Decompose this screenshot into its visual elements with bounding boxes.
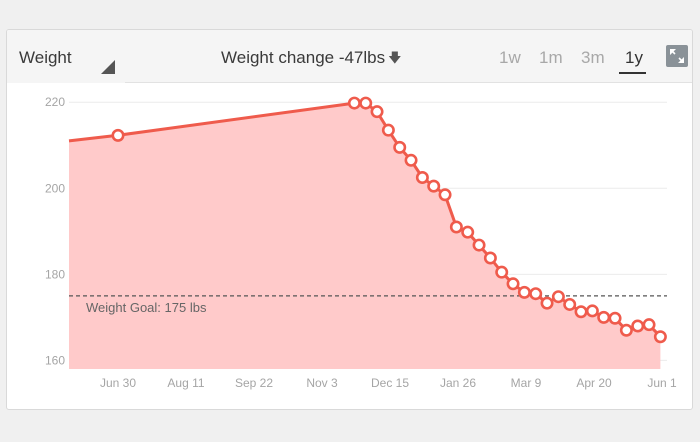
x-tick-label: Jan 26 bbox=[440, 376, 476, 390]
expand-icon bbox=[670, 49, 684, 63]
y-tick-label: 200 bbox=[45, 181, 65, 195]
x-tick-label: Jun 30 bbox=[100, 376, 136, 390]
range-tab-3m[interactable]: 3m bbox=[581, 48, 605, 67]
goal-label: Weight Goal: 175 lbs bbox=[86, 300, 207, 315]
data-point bbox=[563, 297, 577, 311]
data-point bbox=[370, 105, 384, 119]
data-point bbox=[585, 304, 599, 318]
data-point bbox=[608, 311, 622, 325]
data-point bbox=[495, 265, 509, 279]
data-point bbox=[619, 323, 633, 337]
weight-change-label: Weight change -47lbs bbox=[221, 48, 386, 67]
y-tick-label: 180 bbox=[45, 267, 65, 281]
data-point bbox=[381, 123, 395, 137]
metric-dropdown[interactable]: Weight bbox=[7, 30, 125, 83]
series-area bbox=[69, 103, 661, 369]
data-point bbox=[540, 296, 554, 310]
weight-line-chart: 160 180 200 220 Jun 30 Aug 11 Sep 22 Nov 3 Dec 1… bbox=[45, 95, 677, 390]
metric-label: Weight bbox=[19, 48, 72, 67]
data-point bbox=[517, 285, 531, 299]
data-point bbox=[461, 225, 475, 239]
weight-change-summary: Weight change -47lbs 🡇 bbox=[221, 48, 402, 71]
data-point bbox=[438, 188, 452, 202]
data-point bbox=[529, 287, 543, 301]
down-arrow-icon: 🡇 bbox=[388, 50, 402, 65]
data-point bbox=[472, 238, 486, 252]
range-tab-1y[interactable]: 1y bbox=[625, 48, 643, 67]
x-tick-label: Jun 1 bbox=[647, 376, 677, 390]
data-point bbox=[111, 128, 125, 142]
data-point bbox=[427, 179, 441, 193]
x-tick-label: Dec 15 bbox=[371, 376, 409, 390]
weight-chart-widget: Weight Weight change -47lbs 🡇 1w 1m 3m 1y… bbox=[6, 29, 693, 410]
x-tick-label: Apr 20 bbox=[576, 376, 612, 390]
data-point bbox=[506, 277, 520, 291]
range-tab-1w[interactable]: 1w bbox=[499, 48, 521, 67]
x-tick-label: Sep 22 bbox=[235, 376, 273, 390]
chart-header: Weight Weight change -47lbs 🡇 1w 1m 3m 1y bbox=[7, 30, 692, 83]
y-tick-label: 220 bbox=[45, 95, 65, 109]
data-point bbox=[642, 318, 656, 332]
expand-button[interactable] bbox=[666, 45, 688, 67]
x-tick-label: Nov 3 bbox=[306, 376, 338, 390]
data-point bbox=[574, 305, 588, 319]
data-point bbox=[653, 330, 667, 344]
data-point bbox=[359, 96, 373, 110]
data-point bbox=[449, 220, 463, 234]
data-point bbox=[347, 96, 361, 110]
x-tick-label: Aug 11 bbox=[167, 376, 204, 390]
data-point bbox=[415, 171, 429, 185]
data-point bbox=[393, 140, 407, 154]
x-tick-label: Mar 9 bbox=[511, 376, 542, 390]
y-tick-label: 160 bbox=[45, 353, 65, 367]
active-tab-underline bbox=[619, 72, 646, 74]
data-point bbox=[551, 290, 565, 304]
dropdown-corner-icon bbox=[101, 60, 115, 74]
range-tab-1m[interactable]: 1m bbox=[539, 48, 563, 67]
data-point bbox=[404, 153, 418, 167]
data-point bbox=[631, 319, 645, 333]
data-point bbox=[483, 251, 497, 265]
data-point bbox=[597, 310, 611, 324]
